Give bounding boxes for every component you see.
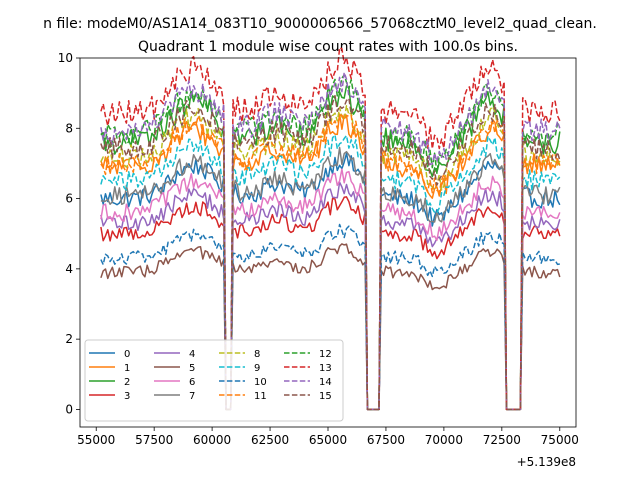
series-line-14 xyxy=(100,71,561,411)
series-line-9 xyxy=(100,134,561,411)
series-line-5 xyxy=(100,243,561,411)
legend-label-11: 11 xyxy=(254,391,267,402)
legend-frame xyxy=(84,339,344,422)
legend-label-8: 8 xyxy=(254,349,260,360)
legend-label-2: 2 xyxy=(124,377,130,388)
y-tick-label: 10 xyxy=(58,51,73,65)
series-line-11 xyxy=(100,114,561,411)
y-tick-label: 6 xyxy=(65,192,73,206)
y-axis: 0 2 4 6 8 10 xyxy=(58,51,80,416)
legend-label-9: 9 xyxy=(254,363,260,374)
x-tick-label: 70000 xyxy=(425,433,463,447)
series-line-10 xyxy=(100,223,560,411)
legend-label-12: 12 xyxy=(319,349,332,360)
y-tick-label: 8 xyxy=(65,121,73,135)
series-line-2 xyxy=(100,85,561,411)
y-tick-label: 4 xyxy=(65,262,73,276)
series-line-13 xyxy=(100,46,561,411)
legend-label-15: 15 xyxy=(319,391,332,402)
series-line-3 xyxy=(100,196,561,411)
x-tick-label: 67500 xyxy=(367,433,405,447)
legend-label-14: 14 xyxy=(319,377,332,388)
legend-label-6: 6 xyxy=(189,377,195,388)
x-tick-label: 65000 xyxy=(309,433,347,447)
legend-label-1: 1 xyxy=(124,363,130,374)
series-line-6 xyxy=(100,168,561,411)
chart-title: Quadrant 1 module wise count rates with … xyxy=(138,39,518,55)
series-line-8 xyxy=(100,104,561,411)
series-line-7 xyxy=(100,146,561,411)
legend-label-13: 13 xyxy=(319,363,332,374)
series-line-4 xyxy=(100,181,561,411)
x-tick-label: 57500 xyxy=(135,433,173,447)
x-tick-label: 62500 xyxy=(251,433,289,447)
legend-label-4: 4 xyxy=(189,349,195,360)
x-axis: 55000 57500 60000 62500 65000 67500 70000 72500… xyxy=(77,427,579,447)
legend-label-0: 0 xyxy=(124,349,130,360)
x-offset-label: +5.139e8 xyxy=(517,455,576,469)
series-layer xyxy=(100,46,561,411)
legend-label-3: 3 xyxy=(124,391,130,402)
legend-label-10: 10 xyxy=(254,377,267,388)
x-tick-label: 55000 xyxy=(77,433,115,447)
series-line-1 xyxy=(100,113,561,411)
legend-label-7: 7 xyxy=(189,391,195,402)
x-tick-label: 75000 xyxy=(541,433,579,447)
series-line-15 xyxy=(100,94,561,411)
y-tick-label: 2 xyxy=(65,332,73,346)
x-tick-label: 60000 xyxy=(193,433,231,447)
y-tick-label: 0 xyxy=(65,402,73,416)
x-tick-label: 72500 xyxy=(483,433,521,447)
figure-suptitle: n file: modeM0/AS1A14_083T10_9000006566_… xyxy=(43,16,597,32)
legend-label-5: 5 xyxy=(189,363,195,374)
